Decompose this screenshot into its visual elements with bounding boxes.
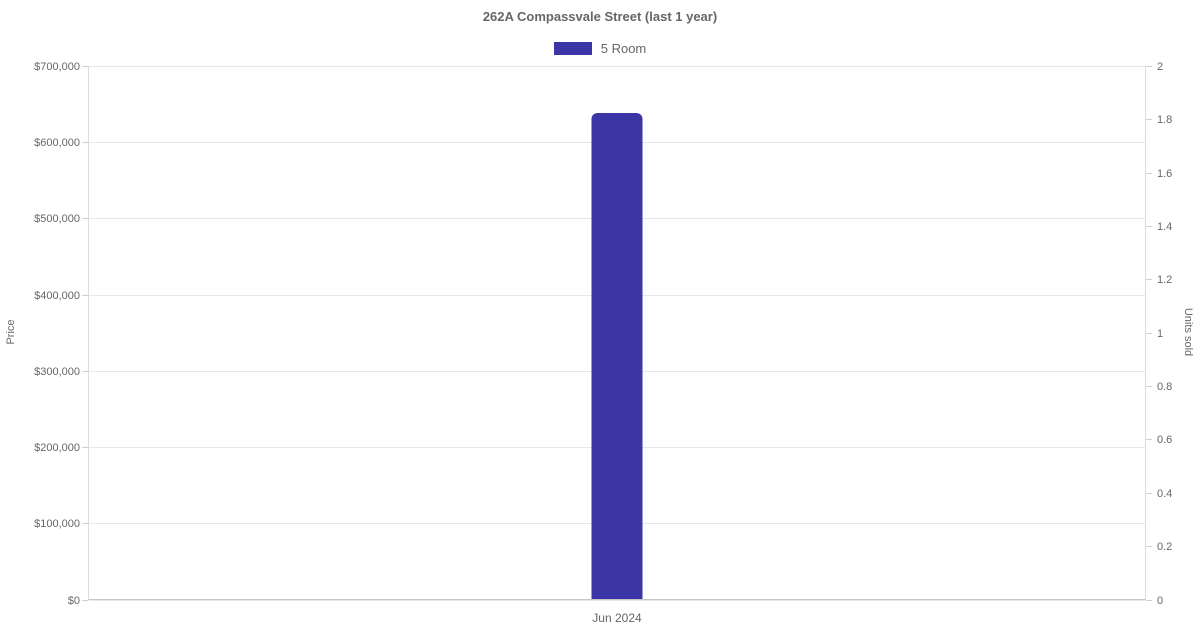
right-axis-tick bbox=[1146, 279, 1152, 280]
right-axis-tick-label: 2 bbox=[1157, 60, 1164, 73]
left-axis-tick-label: $100,000 bbox=[34, 517, 80, 530]
right-axis-tick-label: 1.4 bbox=[1157, 220, 1173, 233]
right-axis-tick-label: 1.8 bbox=[1157, 113, 1173, 126]
y-axis-title-price: Price bbox=[5, 319, 17, 345]
left-axis-tick bbox=[82, 371, 88, 372]
left-axis-tick bbox=[82, 447, 88, 448]
left-axis-tick bbox=[82, 218, 88, 219]
left-axis-tick bbox=[82, 523, 88, 524]
gridline bbox=[89, 66, 1145, 67]
right-axis-tick bbox=[1146, 226, 1152, 227]
chart-title: 262A Compassvale Street (last 1 year) bbox=[482, 9, 718, 24]
right-axis-tick bbox=[1146, 386, 1152, 387]
gridline bbox=[89, 600, 1145, 601]
legend-item-5-room[interactable]: 5 Room bbox=[553, 41, 647, 56]
legend-swatch-icon bbox=[553, 42, 592, 55]
left-axis-tick-label: $300,000 bbox=[34, 365, 80, 378]
right-axis-tick bbox=[1146, 173, 1152, 174]
bar-jun-2024-5-room bbox=[591, 113, 643, 599]
right-axis-tick bbox=[1146, 493, 1152, 494]
x-axis-label: Jun 2024 bbox=[592, 611, 642, 625]
left-axis-tick-label: $700,000 bbox=[34, 60, 80, 73]
right-axis-tick-label: 1.6 bbox=[1157, 167, 1173, 180]
right-axis-tick-label: 1.2 bbox=[1157, 273, 1173, 286]
right-axis-tick-label: 0.2 bbox=[1157, 540, 1173, 553]
left-axis-tick bbox=[82, 66, 88, 67]
left-axis-tick bbox=[82, 295, 88, 296]
right-axis-tick bbox=[1146, 66, 1152, 67]
right-axis-tick bbox=[1146, 439, 1152, 440]
left-axis-tick-label: $500,000 bbox=[34, 212, 80, 225]
right-axis-tick bbox=[1146, 546, 1152, 547]
legend: 5 Room bbox=[0, 41, 1200, 56]
right-axis-tick-label: 0.8 bbox=[1157, 380, 1173, 393]
left-axis-tick bbox=[82, 142, 88, 143]
right-axis-tick-label: 0.4 bbox=[1157, 487, 1173, 500]
plot-area bbox=[88, 66, 1146, 601]
right-axis-tick-label: 0 bbox=[1157, 594, 1164, 607]
left-axis-tick-label: $200,000 bbox=[34, 441, 80, 454]
left-axis-tick bbox=[82, 600, 88, 601]
right-axis-tick bbox=[1146, 333, 1152, 334]
right-axis-tick bbox=[1146, 600, 1152, 601]
y-axis-title-units-sold: Units sold bbox=[1182, 307, 1194, 357]
left-axis-tick-label: $0 bbox=[67, 594, 80, 607]
right-axis-tick-label: 1 bbox=[1157, 327, 1164, 340]
left-axis-tick-label: $400,000 bbox=[34, 289, 80, 302]
left-axis-tick-label: $600,000 bbox=[34, 136, 80, 149]
right-axis-tick bbox=[1146, 119, 1152, 120]
right-axis-tick-label: 0.6 bbox=[1157, 433, 1173, 446]
legend-label: 5 Room bbox=[600, 41, 647, 56]
